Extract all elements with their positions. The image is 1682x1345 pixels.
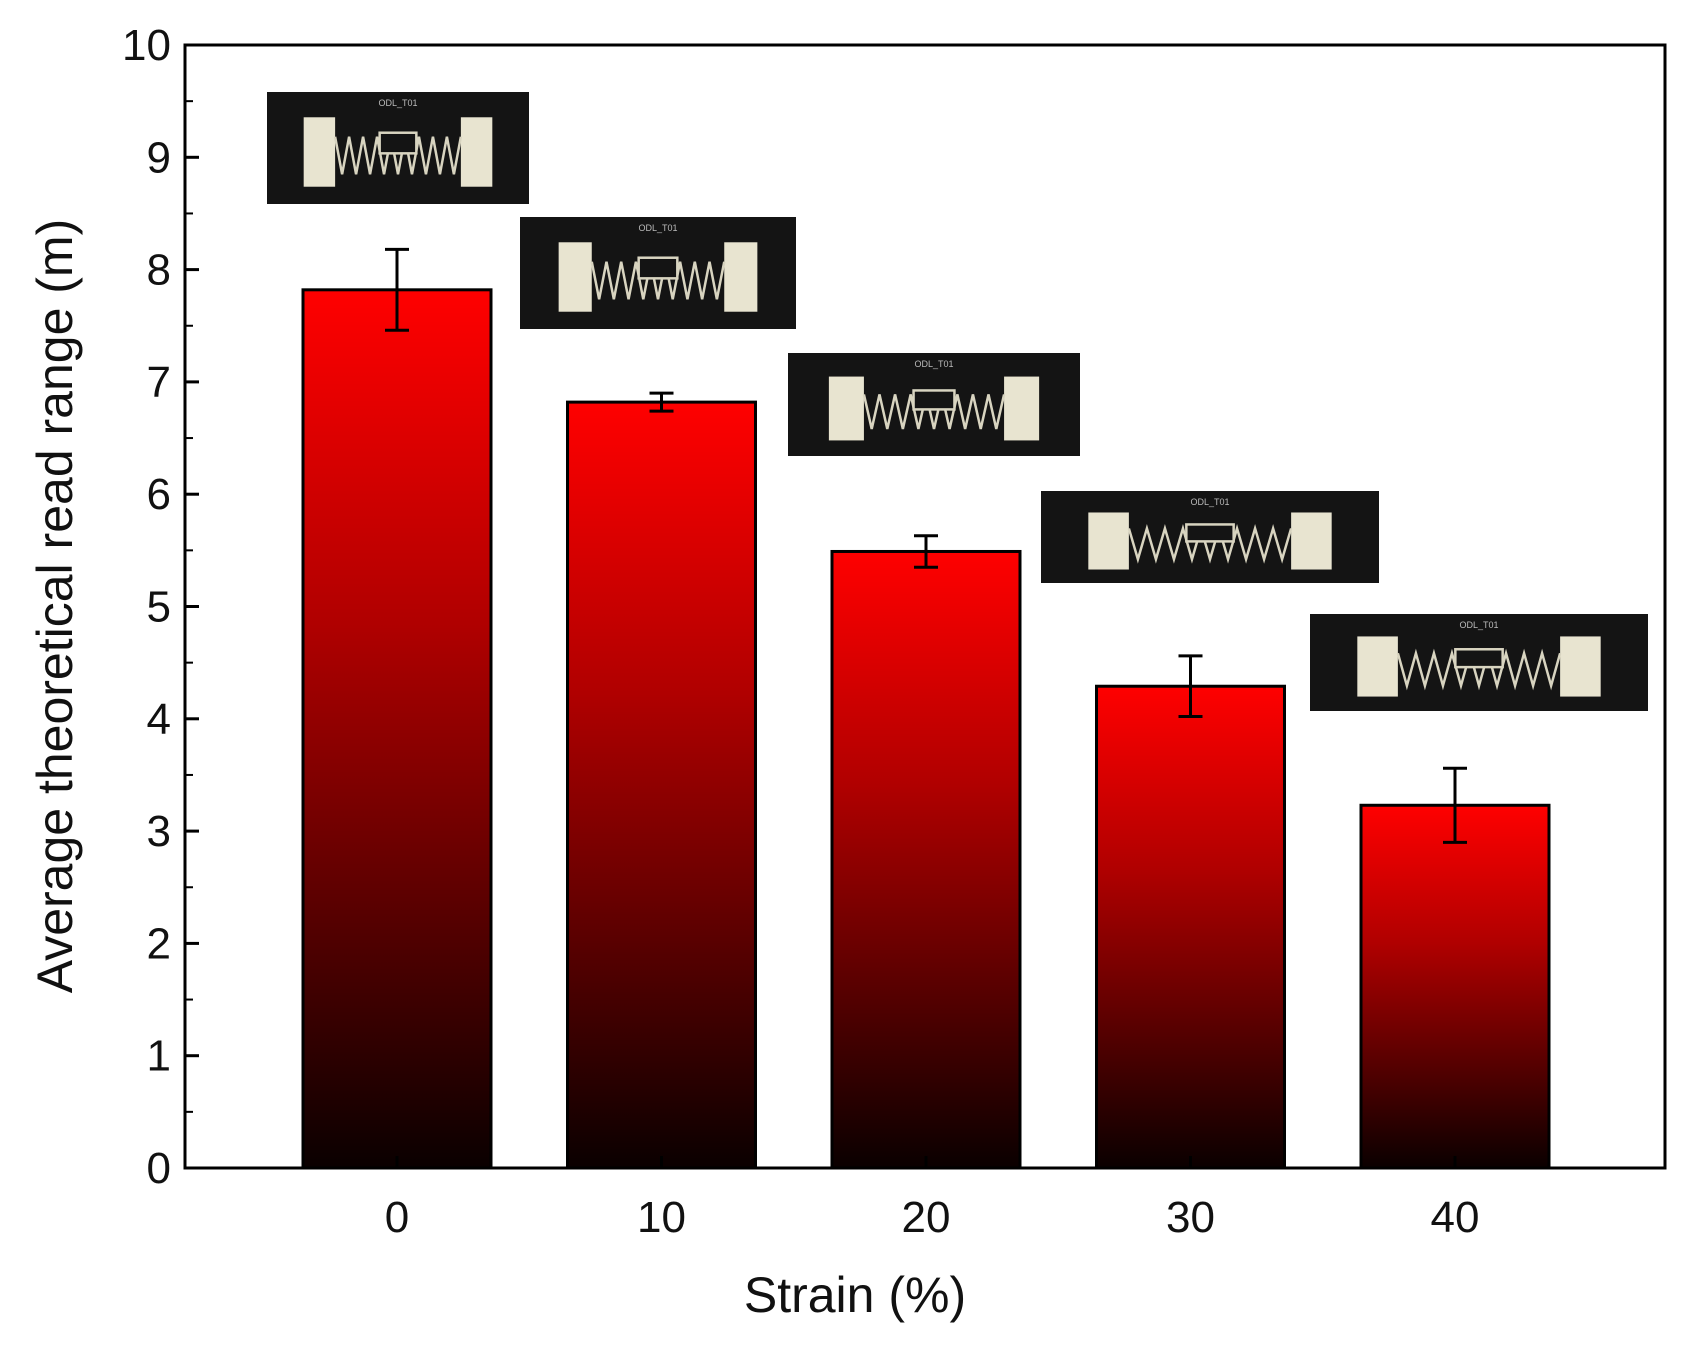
x-tick-label: 30 (1166, 1193, 1215, 1242)
bar-20 (830, 549, 1022, 1170)
x-tick-label: 20 (902, 1193, 951, 1242)
inset-caption: ODL_T01 (1459, 620, 1498, 630)
y-tick-label: 4 (147, 695, 171, 744)
bar-10 (566, 400, 757, 1170)
inset-caption: ODL_T01 (378, 98, 417, 108)
y-tick-label: 0 (147, 1144, 171, 1193)
x-axis: 0 10 20 30 40 (385, 1156, 1480, 1242)
x-tick-label: 10 (637, 1193, 686, 1242)
inset-caption: ODL_T01 (638, 223, 677, 233)
error-bar-40 (1443, 766, 1467, 844)
error-bar-10 (649, 391, 674, 413)
error-bar-0 (385, 247, 409, 332)
y-axis-title: Average theoretical read range (m) (27, 219, 83, 994)
y-tick-label: 3 (147, 807, 171, 856)
x-tick-label: 0 (385, 1193, 409, 1242)
bar-30 (1095, 684, 1286, 1170)
error-bar-20 (914, 534, 938, 569)
inset-caption: ODL_T01 (1190, 497, 1229, 507)
y-tick-label: 2 (147, 919, 171, 968)
inset-photo-30: ODL_T01 (1041, 491, 1379, 583)
inset-photo-20: ODL_T01 (788, 353, 1080, 456)
x-axis-title: Strain (%) (744, 1267, 966, 1323)
y-tick-label: 5 (147, 583, 171, 632)
inset-photo-0: ODL_T01 (267, 92, 529, 204)
y-axis: 0 1 2 3 4 5 6 7 8 9 10 (122, 21, 199, 1193)
y-tick-label: 6 (147, 470, 171, 519)
bar-0 (301, 288, 493, 1170)
bar-40 (1359, 803, 1551, 1170)
y-tick-label: 8 (147, 246, 171, 295)
y-tick-label: 1 (147, 1032, 171, 1081)
inset-photos: ODL_T01 ODL_T01 ODL_T01 ODL_T01 ODL_T01 (267, 92, 1648, 711)
x-tick-label: 40 (1431, 1193, 1480, 1242)
bars (301, 288, 1551, 1170)
y-tick-label: 9 (147, 133, 171, 182)
y-tick-label: 7 (147, 358, 171, 407)
inset-photo-10: ODL_T01 (520, 217, 796, 329)
y-tick-label: 10 (122, 21, 171, 70)
inset-caption: ODL_T01 (914, 359, 953, 369)
inset-photo-40: ODL_T01 (1310, 614, 1648, 711)
error-bars (385, 247, 1467, 844)
error-bar-30 (1178, 654, 1203, 719)
